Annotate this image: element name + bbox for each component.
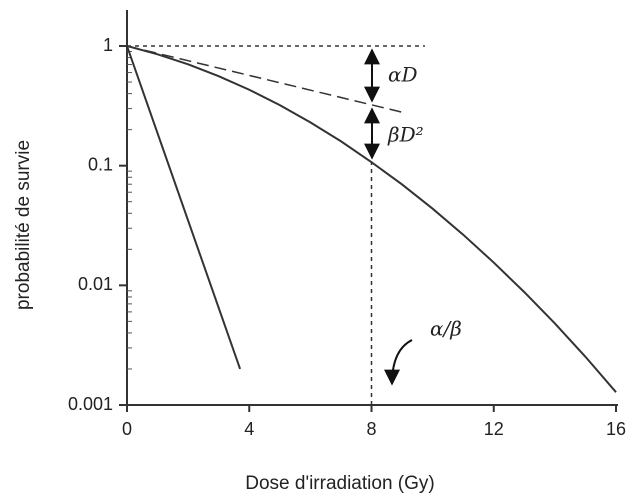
annotation: α/β [430,317,462,341]
y-axis-label: probabilité de survie [13,140,34,310]
annotation: βD² [387,123,424,147]
y-tick-label: 0.001 [68,394,113,414]
annotation: αD [388,63,418,87]
x-tick-label: 16 [606,419,626,439]
y-tick-label: 0.01 [78,274,113,294]
curve [126,45,242,370]
y-tick-label: 1 [103,35,113,55]
x-tick-label: 8 [366,419,376,439]
x-tick-label: 12 [484,419,504,439]
x-tick-label: 0 [122,419,132,439]
curve [126,45,403,113]
x-tick-label: 4 [244,419,254,439]
x-axis-label: Dose d'irradiation (Gy) [245,473,434,494]
ratio-arrow [384,339,413,386]
y-tick-label: 0.1 [88,154,113,174]
